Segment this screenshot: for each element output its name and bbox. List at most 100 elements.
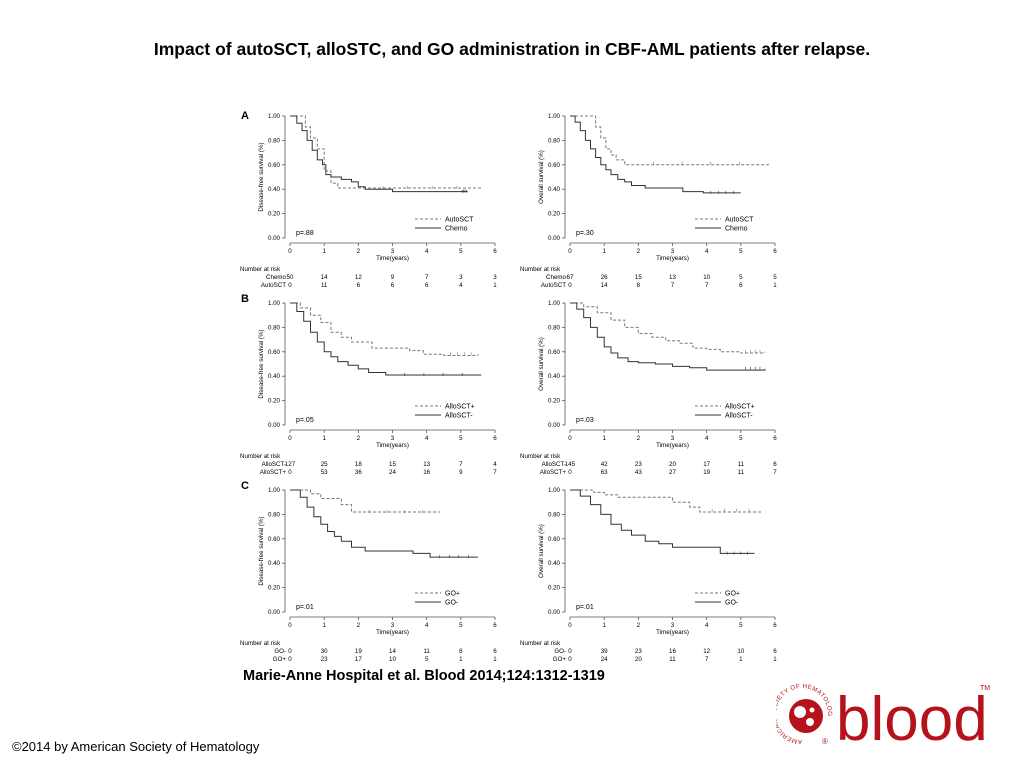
x-axis-title: Time(years): [656, 442, 689, 449]
km-chart-b-dfs: 0.00 0.20 0.40 0.60 0.80 1.00 0 1 2 3 4 5 6 Time(year…: [240, 300, 497, 476]
y-tick-label: 0.00: [548, 422, 561, 429]
logo-registered: ®: [822, 737, 828, 746]
risk-count: 3: [459, 274, 463, 281]
x-tick-label: 0: [288, 622, 292, 629]
x-tick-label: 5: [459, 435, 463, 442]
x-tick-label: 3: [391, 435, 395, 442]
y-tick-label: 0.80: [548, 324, 561, 331]
y-tick-label: 0.20: [268, 398, 281, 405]
risk-count: 15: [389, 461, 396, 468]
y-tick-label: 1.00: [548, 300, 561, 307]
panel-label-c: C: [241, 480, 249, 492]
x-tick-label: 2: [357, 435, 361, 442]
risk-count: 27: [669, 469, 676, 476]
x-tick-label: 2: [357, 248, 361, 255]
risk-count: 23: [635, 648, 642, 655]
risk-count: 0: [568, 648, 572, 655]
risk-count: 5: [425, 656, 429, 663]
km-chart-a-os: 0.000.200.400.600.801.000 1 2 3 4 5 6Time(year…: [520, 113, 777, 289]
risk-count: 5: [773, 274, 777, 281]
risk-count: 9: [459, 469, 463, 476]
risk-count: 6: [493, 648, 497, 655]
x-tick-label: 5: [459, 248, 463, 255]
risk-count: 14: [321, 274, 328, 281]
x-tick-label: 6: [493, 622, 497, 629]
legend-label: GO+: [445, 591, 460, 598]
risk-count: 7: [459, 461, 463, 468]
risk-count: 0: [568, 656, 572, 663]
risk-count: 9: [391, 274, 395, 281]
y-axis-title: Disease-free survival (%): [258, 142, 265, 211]
survival-curve-autosct: [570, 115, 769, 166]
survival-curve-allosct-: [570, 302, 766, 371]
x-axis-title: Time(years): [656, 629, 689, 636]
x-tick-label: 5: [739, 248, 743, 255]
survival-curve-allosct-: [290, 302, 479, 356]
risk-row-label: GO-: [274, 648, 286, 655]
risk-count: 23: [321, 656, 328, 663]
y-tick-label: 0.20: [548, 211, 561, 218]
logo-wordmark: blood: [836, 685, 988, 754]
y-tick-label: 0.20: [548, 398, 561, 405]
y-tick-label: 0.40: [268, 186, 281, 193]
risk-count: 11: [321, 282, 328, 289]
risk-count: 7: [773, 469, 777, 476]
y-tick-label: 0.20: [268, 585, 281, 592]
y-tick-label: 0.40: [548, 373, 561, 380]
risk-count: 43: [635, 469, 642, 476]
risk-count: 20: [669, 461, 676, 468]
y-tick-label: 0.60: [548, 349, 561, 356]
risk-count: 11: [669, 656, 676, 663]
risk-count: 6: [425, 282, 429, 289]
risk-count: 6: [773, 648, 777, 655]
risk-count: 14: [389, 648, 396, 655]
x-tick-label: 6: [773, 248, 777, 255]
y-tick-label: 0.60: [548, 162, 561, 169]
x-tick-label: 6: [493, 248, 497, 255]
risk-count: 15: [635, 274, 642, 281]
risk-count: 12: [355, 274, 362, 281]
x-tick-label: 1: [322, 622, 326, 629]
risk-count: 30: [321, 648, 328, 655]
risk-count: 0: [288, 469, 292, 476]
risk-row-label: AlloSCT-: [262, 461, 286, 468]
risk-count: 145: [565, 461, 576, 468]
risk-count: 1: [739, 656, 743, 663]
risk-row-label: AlloSCT+: [260, 469, 287, 476]
legend-label: AutoSCT: [445, 217, 474, 224]
x-tick-label: 3: [671, 248, 675, 255]
risk-count: 8: [637, 282, 641, 289]
survival-curve-go-: [290, 489, 441, 513]
risk-count: 1: [773, 656, 777, 663]
legend-label: GO+: [725, 591, 740, 598]
y-tick-label: 1.00: [268, 113, 281, 120]
y-axis-title: Overall survival (%): [538, 337, 545, 391]
risk-count: 26: [601, 274, 608, 281]
risk-count: 11: [738, 461, 745, 468]
x-tick-label: 5: [739, 435, 743, 442]
legend-label: Chemo: [725, 226, 748, 233]
risk-count: 0: [288, 656, 292, 663]
risk-count: 25: [321, 461, 328, 468]
risk-count: 50: [287, 274, 294, 281]
x-tick-label: 5: [739, 622, 743, 629]
legend-label: GO-: [445, 600, 459, 607]
y-tick-label: 0.60: [548, 536, 561, 543]
risk-count: 1: [773, 282, 777, 289]
x-tick-label: 0: [568, 622, 572, 629]
x-tick-label: 4: [425, 435, 429, 442]
risk-count: 20: [635, 656, 642, 663]
risk-table-title: Number at risk: [240, 453, 281, 460]
risk-table-title: Number at risk: [520, 266, 561, 273]
logo-tm: TM: [980, 685, 990, 692]
risk-row-label: GO+: [273, 656, 287, 663]
legend-label: GO-: [725, 600, 739, 607]
risk-count: 0: [568, 469, 572, 476]
risk-table-title: Number at risk: [520, 453, 561, 460]
risk-count: 67: [567, 274, 574, 281]
legend-label: AutoSCT: [725, 217, 754, 224]
risk-count: 13: [669, 274, 676, 281]
citation: Marie-Anne Hospital et al. Blood 2014;12…: [243, 668, 605, 684]
x-tick-label: 4: [705, 248, 709, 255]
y-tick-label: 0.20: [268, 211, 281, 218]
